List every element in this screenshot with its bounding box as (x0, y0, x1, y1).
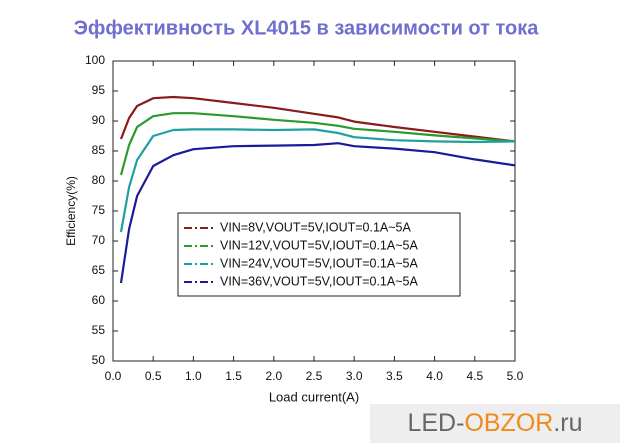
y-tick-label: 75 (92, 203, 106, 217)
legend-box (177, 212, 461, 297)
legend-label: VIN=8V,VOUT=5V,IOUT=0.1A~5A (220, 220, 412, 234)
watermark: LED-OBZOR.ru (407, 409, 582, 437)
x-tick-label: 0.0 (105, 369, 122, 383)
series-line (119, 95, 516, 143)
y-tick-label: 65 (92, 263, 106, 277)
series-line (119, 112, 516, 176)
x-tick-label: 1.0 (185, 369, 202, 383)
x-tick-label: 3.0 (346, 369, 363, 383)
y-tick-label: 100 (85, 53, 105, 67)
y-tick-label: 60 (92, 293, 106, 307)
x-tick-label: 3.5 (386, 369, 403, 383)
watermark-part: .ru (553, 409, 582, 437)
y-tick-label: 90 (92, 113, 106, 127)
x-axis-label: Load current(A) (269, 389, 359, 404)
y-tick-label: 85 (92, 143, 106, 157)
x-tick-label: 2.0 (265, 369, 282, 383)
y-tick-label: 80 (92, 173, 106, 187)
y-tick-label: 70 (92, 233, 106, 247)
x-tick-label: 4.5 (466, 369, 483, 383)
legend-label: VIN=36V,VOUT=5V,IOUT=0.1A~5A (220, 274, 418, 288)
y-axis-label: Efficiency(%) (64, 176, 78, 246)
watermark-part: LED- (407, 409, 464, 437)
watermark-box (370, 404, 620, 443)
y-tick-label: 55 (92, 323, 106, 337)
x-tick-label: 2.5 (306, 369, 323, 383)
y-tick-label: 95 (92, 83, 106, 97)
x-tick-label: 1.5 (225, 369, 242, 383)
x-tick-label: 4.0 (426, 369, 443, 383)
x-tick-label: 0.5 (145, 369, 162, 383)
watermark-part: OBZOR (464, 409, 553, 437)
legend-label: VIN=24V,VOUT=5V,IOUT=0.1A~5A (220, 256, 418, 270)
series-line (119, 128, 516, 233)
x-tick-label: 5.0 (507, 369, 524, 383)
y-tick-label: 50 (92, 353, 106, 367)
chart-title: Эффективность XL4015 в зависимости от то… (74, 17, 540, 39)
legend-label: VIN=12V,VOUT=5V,IOUT=0.1A~5A (220, 238, 418, 252)
series-line (119, 142, 516, 284)
